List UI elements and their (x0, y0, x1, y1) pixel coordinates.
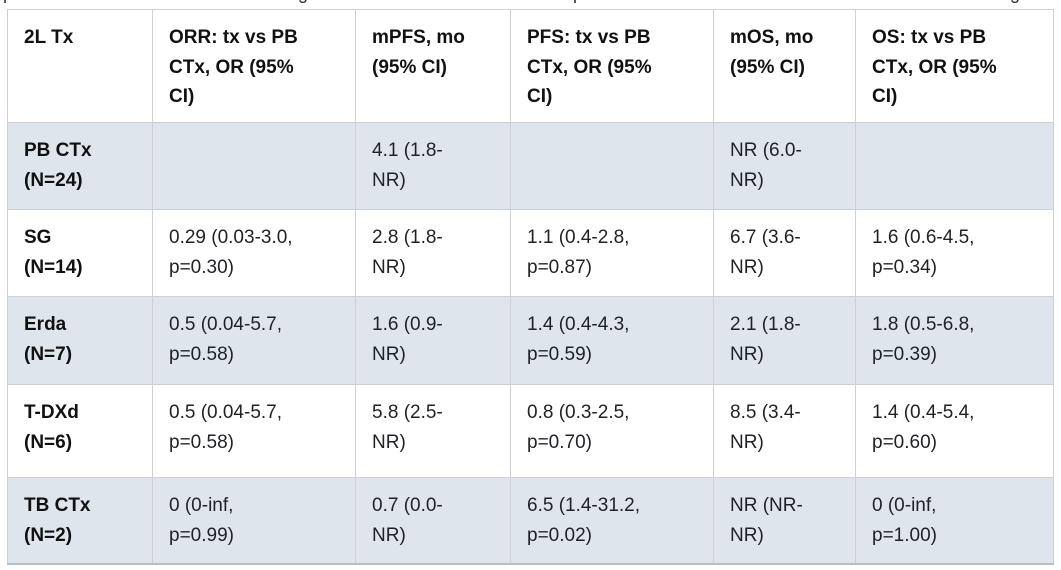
table-row-erda: Erda (N=7) 0.5 (0.04-5.7, p=0.58) 1.6 (0… (7, 296, 1054, 385)
cropped-glyph: g (1010, 0, 1020, 2)
cropped-glyph: p (3, 0, 13, 2)
table-row-pb-ctx: PB CTx (N=24) 4.1 (1.8- NR) NR (6.0- NR) (7, 122, 1054, 210)
cell-os: 1.6 (0.6-4.5, p=0.34) (855, 209, 1054, 297)
column-header-pfs: PFS: tx vs PB CTx, OR (95% CI) (510, 9, 714, 123)
cell-mos: 8.5 (3.4- NR) (713, 384, 856, 478)
cell-os: 1.8 (0.5-6.8, p=0.39) (855, 296, 1054, 385)
cell-mpfs: 1.6 (0.9- NR) (355, 296, 511, 385)
cell-orr: 0 (0-inf, p=0.99) (152, 477, 356, 564)
column-header-mos: mOS, mo (95% CI) (713, 9, 856, 123)
row-header-treatment: PB CTx (N=24) (7, 122, 153, 210)
cell-os: 0 (0-inf, p=1.00) (855, 477, 1054, 564)
cell-mos: NR (6.0- NR) (713, 122, 856, 210)
table-row-sg: SG (N=14) 0.29 (0.03-3.0, p=0.30) 2.8 (1… (7, 209, 1054, 297)
cell-orr (152, 122, 356, 210)
cell-mpfs: 0.7 (0.0- NR) (355, 477, 511, 564)
column-header-2l-tx: 2L Tx (7, 9, 153, 123)
cropped-glyph: p (573, 0, 583, 2)
outcomes-table-container: 2L Tx ORR: tx vs PB CTx, OR (95% CI) mPF… (7, 9, 1054, 565)
table-row-t-dxd: T-DXd (N=6) 0.5 (0.04-5.7, p=0.58) 5.8 (… (7, 384, 1054, 478)
cell-os: 1.4 (0.4-5.4, p=0.60) (855, 384, 1054, 478)
cell-mpfs: 2.8 (1.8- NR) (355, 209, 511, 297)
cell-mos: 6.7 (3.6- NR) (713, 209, 856, 297)
row-header-treatment: SG (N=14) (7, 209, 153, 297)
cell-pfs (510, 122, 714, 210)
cell-pfs: 1.4 (0.4-4.3, p=0.59) (510, 296, 714, 385)
cropped-text-remnant: p g p g (0, 0, 1061, 4)
cell-pfs: 0.8 (0.3-2.5, p=0.70) (510, 384, 714, 478)
cell-pfs: 6.5 (1.4-31.2, p=0.02) (510, 477, 714, 564)
column-header-orr: ORR: tx vs PB CTx, OR (95% CI) (152, 9, 356, 123)
table-row-tb-ctx: TB CTx (N=2) 0 (0-inf, p=0.99) 0.7 (0.0-… (7, 477, 1054, 564)
column-header-mpfs: mPFS, mo (95% CI) (355, 9, 511, 123)
header-row: 2L Tx ORR: tx vs PB CTx, OR (95% CI) mPF… (7, 9, 1054, 123)
cell-mpfs: 4.1 (1.8- NR) (355, 122, 511, 210)
cell-mos: NR (NR- NR) (713, 477, 856, 564)
second-line-treatment-outcomes-table: 2L Tx ORR: tx vs PB CTx, OR (95% CI) mPF… (7, 9, 1054, 565)
row-header-treatment: T-DXd (N=6) (7, 384, 153, 478)
cell-os (855, 122, 1054, 210)
cropped-glyph: g (298, 0, 308, 2)
cell-orr: 0.29 (0.03-3.0, p=0.30) (152, 209, 356, 297)
column-header-os: OS: tx vs PB CTx, OR (95% CI) (855, 9, 1054, 123)
cell-pfs: 1.1 (0.4-2.8, p=0.87) (510, 209, 714, 297)
row-header-treatment: TB CTx (N=2) (7, 477, 153, 564)
cell-mos: 2.1 (1.8- NR) (713, 296, 856, 385)
cell-orr: 0.5 (0.04-5.7, p=0.58) (152, 384, 356, 478)
cell-orr: 0.5 (0.04-5.7, p=0.58) (152, 296, 356, 385)
cell-mpfs: 5.8 (2.5- NR) (355, 384, 511, 478)
row-header-treatment: Erda (N=7) (7, 296, 153, 385)
